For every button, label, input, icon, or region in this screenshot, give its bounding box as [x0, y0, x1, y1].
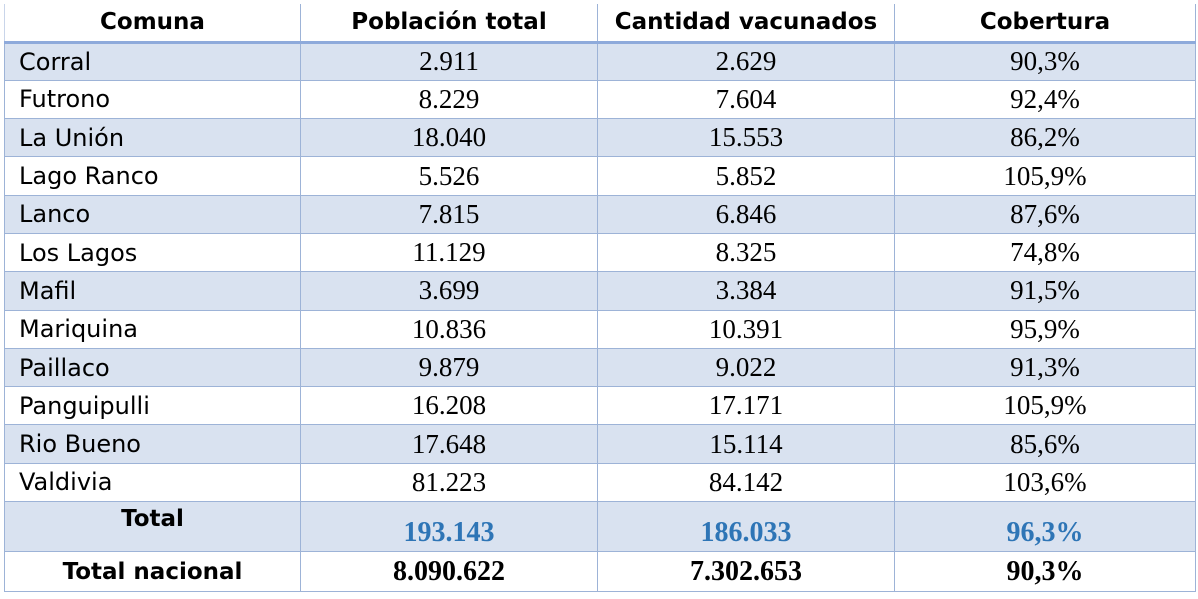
national-vacunados: 7.302.653: [597, 551, 895, 593]
cell-vacunados: 15.114: [597, 424, 895, 464]
cell-cobertura: 87,6%: [894, 194, 1196, 234]
national-poblacion: 8.090.622: [300, 551, 598, 593]
cell-cobertura: 85,6%: [894, 424, 1196, 464]
cell-poblacion: 2.911: [300, 41, 598, 81]
cell-comuna: Corral: [4, 41, 301, 81]
cell-vacunados: 84.142: [597, 462, 895, 503]
cell-poblacion: 8.229: [300, 79, 598, 120]
cell-comuna: Paillaco: [4, 347, 301, 388]
cell-vacunados: 7.604: [597, 79, 895, 120]
cell-comuna: Lago Ranco: [4, 156, 301, 196]
table-row: Lanco 7.815 6.846 87,6%: [4, 194, 1196, 234]
cell-poblacion: 7.815: [300, 194, 598, 234]
cell-poblacion: 81.223: [300, 462, 598, 503]
table-body: Corral 2.911 2.629 90,3% Futrono 8.229 7…: [4, 41, 1196, 593]
cell-cobertura: 91,5%: [894, 271, 1196, 311]
table-row: Paillaco 9.879 9.022 91,3%: [4, 347, 1196, 388]
cell-comuna: Rio Bueno: [4, 424, 301, 464]
cell-vacunados: 2.629: [597, 41, 895, 81]
cell-poblacion: 16.208: [300, 386, 598, 426]
header-cobertura: Cobertura: [894, 4, 1196, 44]
cell-cobertura: 92,4%: [894, 79, 1196, 120]
cell-cobertura: 105,9%: [894, 386, 1196, 426]
cell-vacunados: 3.384: [597, 271, 895, 311]
cell-vacunados: 9.022: [597, 347, 895, 388]
cell-comuna: Mariquina: [4, 309, 301, 349]
cell-vacunados: 15.553: [597, 118, 895, 158]
cell-comuna: Mafil: [4, 271, 301, 311]
table-row: Mafil 3.699 3.384 91,5%: [4, 271, 1196, 311]
cell-poblacion: 3.699: [300, 271, 598, 311]
cell-comuna: Futrono: [4, 79, 301, 120]
table-row: Panguipulli 16.208 17.171 105,9%: [4, 386, 1196, 426]
cell-comuna: La Unión: [4, 118, 301, 158]
vaccination-table: Comuna Población total Cantidad vacunado…: [4, 4, 1196, 593]
header-cantidad-vacunados: Cantidad vacunados: [597, 4, 895, 44]
header-poblacion-total: Población total: [300, 4, 598, 44]
table-row: Lago Ranco 5.526 5.852 105,9%: [4, 156, 1196, 196]
total-vacunados: 186.033: [597, 501, 895, 553]
cell-cobertura: 90,3%: [894, 41, 1196, 81]
cell-comuna: Valdivia: [4, 462, 301, 503]
cell-cobertura: 103,6%: [894, 462, 1196, 503]
cell-poblacion: 5.526: [300, 156, 598, 196]
cell-comuna: Lanco: [4, 194, 301, 234]
cell-poblacion: 17.648: [300, 424, 598, 464]
table-row: Mariquina 10.836 10.391 95,9%: [4, 309, 1196, 349]
table-row: Futrono 8.229 7.604 92,4%: [4, 79, 1196, 120]
cell-poblacion: 11.129: [300, 232, 598, 273]
cell-cobertura: 86,2%: [894, 118, 1196, 158]
total-label: Total: [4, 501, 301, 553]
table-row: Rio Bueno 17.648 15.114 85,6%: [4, 424, 1196, 464]
cell-vacunados: 8.325: [597, 232, 895, 273]
table-row: Corral 2.911 2.629 90,3%: [4, 41, 1196, 81]
national-total-label: Total nacional: [4, 551, 301, 593]
cell-vacunados: 6.846: [597, 194, 895, 234]
cell-cobertura: 91,3%: [894, 347, 1196, 388]
national-total-row: Total nacional 8.090.622 7.302.653 90,3%: [4, 551, 1196, 593]
table-row: Los Lagos 11.129 8.325 74,8%: [4, 232, 1196, 273]
cell-poblacion: 10.836: [300, 309, 598, 349]
table-header: Comuna Población total Cantidad vacunado…: [4, 4, 1196, 44]
cell-cobertura: 105,9%: [894, 156, 1196, 196]
cell-cobertura: 95,9%: [894, 309, 1196, 349]
cell-comuna: Panguipulli: [4, 386, 301, 426]
national-cobertura: 90,3%: [894, 551, 1196, 593]
cell-poblacion: 18.040: [300, 118, 598, 158]
cell-vacunados: 5.852: [597, 156, 895, 196]
header-row: Comuna Población total Cantidad vacunado…: [4, 4, 1196, 44]
total-poblacion: 193.143: [300, 501, 598, 553]
cell-poblacion: 9.879: [300, 347, 598, 388]
header-comuna: Comuna: [4, 4, 301, 44]
total-row: Total 193.143 186.033 96,3%: [4, 501, 1196, 553]
total-cobertura: 96,3%: [894, 501, 1196, 553]
cell-comuna: Los Lagos: [4, 232, 301, 273]
table-row: La Unión 18.040 15.553 86,2%: [4, 118, 1196, 158]
cell-vacunados: 17.171: [597, 386, 895, 426]
cell-vacunados: 10.391: [597, 309, 895, 349]
table-row: Valdivia 81.223 84.142 103,6%: [4, 462, 1196, 503]
cell-cobertura: 74,8%: [894, 232, 1196, 273]
